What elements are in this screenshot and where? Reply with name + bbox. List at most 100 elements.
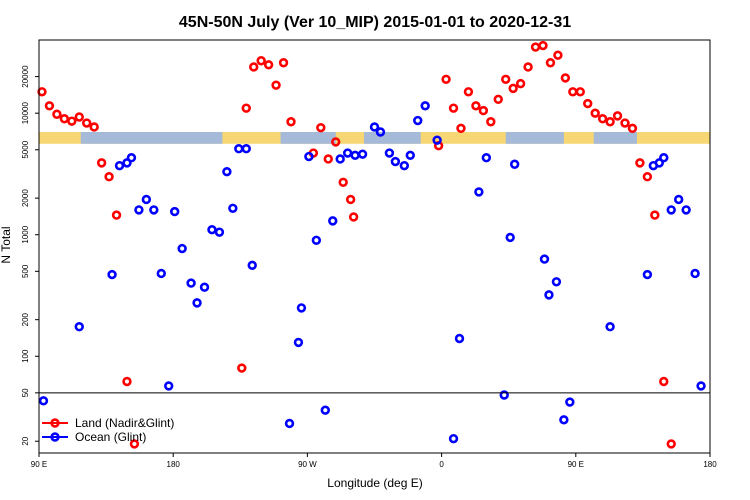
plot-frame — [38, 39, 711, 454]
legend-land-label: Land (Nadir&Glint) — [75, 416, 174, 430]
ocean-point — [544, 290, 554, 300]
ocean-point — [177, 243, 187, 254]
land-point — [605, 117, 615, 127]
land-point — [560, 73, 571, 83]
ocean-point — [474, 187, 484, 197]
legend-land-marker — [50, 418, 60, 428]
x-tick-label: 0 — [439, 460, 444, 469]
land-point — [271, 80, 281, 90]
ocean-point — [448, 433, 459, 444]
y-tick-label: 50 — [21, 388, 30, 397]
ocean-point — [107, 269, 117, 280]
ocean-point — [481, 153, 492, 163]
land-point — [627, 123, 638, 134]
land-point — [89, 122, 99, 132]
ocean-point — [357, 149, 368, 159]
ocean-point — [328, 216, 338, 226]
land-point — [545, 58, 556, 68]
ocean-point — [690, 268, 700, 279]
y-tick-label: 100 — [21, 349, 30, 363]
land-point — [52, 109, 62, 119]
ocean-point — [390, 156, 401, 167]
land-point — [278, 58, 289, 68]
ocean-point — [659, 153, 669, 163]
land-point — [37, 87, 47, 97]
land-point — [256, 56, 266, 66]
ocean-point — [505, 232, 515, 243]
land-point — [104, 172, 114, 182]
land-point — [82, 118, 92, 128]
y-tick-label: 20 — [21, 436, 30, 445]
ocean-point — [141, 194, 152, 205]
ocean-point — [666, 205, 676, 215]
ocean-point — [296, 303, 307, 313]
x-tick-label: 180 — [703, 460, 717, 469]
ocean-point — [247, 260, 257, 271]
ocean-point — [199, 282, 210, 292]
land-point — [471, 101, 481, 111]
ocean-point — [399, 160, 410, 171]
x-tick-label: 90 E — [31, 460, 47, 469]
land-point — [59, 114, 70, 124]
ocean-point — [509, 159, 520, 169]
land-point — [74, 112, 84, 122]
ocean-series — [38, 101, 706, 444]
land-point — [515, 78, 526, 89]
land-point — [530, 42, 541, 52]
ocean-point — [335, 154, 345, 164]
legend: Land (Nadir&Glint) Ocean (Glint) — [42, 416, 174, 444]
land-point — [666, 439, 676, 449]
ocean-point — [539, 254, 550, 264]
y-tick-label: 10000 — [21, 102, 30, 125]
ocean-point — [642, 269, 653, 280]
ocean-point — [186, 278, 196, 288]
ocean-point — [114, 160, 125, 171]
ocean-point — [241, 144, 251, 154]
ocean-point — [207, 224, 217, 235]
land-point — [456, 123, 466, 134]
ocean-band-segment — [80, 132, 223, 144]
ocean-point — [234, 144, 244, 154]
land-point — [538, 40, 548, 51]
ocean-point — [342, 148, 353, 158]
ocean-point — [122, 158, 132, 168]
ocean-point — [164, 381, 174, 391]
ocean-point — [214, 227, 225, 237]
land-point — [590, 108, 600, 118]
y-tick-label: 20000 — [21, 65, 30, 88]
ocean-point — [293, 337, 304, 348]
ocean-point — [432, 135, 442, 145]
ocean-point — [673, 194, 684, 205]
ocean-band-segment — [364, 132, 421, 144]
land-point — [508, 83, 518, 94]
land-point — [67, 116, 77, 126]
ocean-point — [565, 397, 575, 407]
y-tick-label: 2000 — [21, 189, 30, 207]
legend-ocean-marker — [50, 432, 60, 442]
ocean-point — [284, 418, 295, 429]
ocean-point — [413, 115, 423, 126]
land-point — [96, 158, 107, 168]
ocean-point — [311, 235, 322, 245]
y-tick-label: 1000 — [21, 225, 30, 243]
x-axis-label: Longitude (deg E) — [327, 476, 422, 490]
land-point — [486, 117, 496, 127]
y-axis-label: N Total — [0, 226, 13, 263]
ocean-point — [350, 150, 360, 161]
ocean-point — [156, 268, 166, 279]
x-tick-label: 90 E — [568, 460, 584, 469]
land-point — [553, 50, 563, 60]
land-point — [286, 117, 296, 127]
land-point — [241, 103, 251, 113]
land-point — [348, 212, 359, 222]
ocean-point — [304, 151, 314, 162]
ocean-band-segment — [593, 132, 637, 144]
land-point — [575, 87, 585, 97]
ocean-point — [654, 158, 665, 168]
land-point — [448, 103, 459, 113]
ocean-point — [605, 322, 615, 332]
ocean-land-band — [39, 132, 710, 144]
land-point — [441, 74, 451, 84]
ocean-point — [559, 415, 569, 425]
land-point — [316, 122, 326, 133]
